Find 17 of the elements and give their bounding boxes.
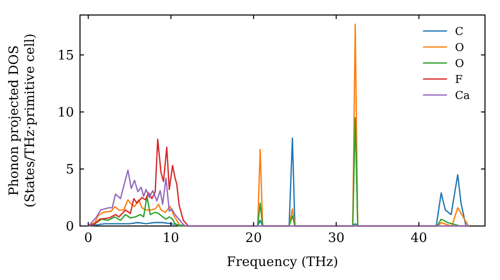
x-axis-title: Frequency (THz) [226, 255, 338, 270]
x-tick-label: 0 [84, 231, 92, 246]
y-tick-label: 0 [66, 220, 74, 234]
legend-label: Ca [455, 89, 470, 102]
legend-label: C [455, 25, 464, 38]
y-tick-label: 15 [57, 48, 74, 64]
y-tick-label: 5 [66, 162, 74, 178]
legend-label: O [455, 41, 464, 54]
legend-label: F [455, 73, 463, 86]
y-axis-title: Phonon projected DOS (States/THz·primitive cell) [7, 33, 38, 208]
x-tick-label: 10 [162, 231, 180, 246]
legend-label: O [455, 57, 464, 70]
x-tick-label: 30 [328, 231, 344, 246]
x-tick-label: 40 [410, 231, 428, 246]
x-tick-label: 20 [245, 231, 262, 246]
line-series [88, 169, 470, 227]
y-tick-label: 10 [57, 105, 74, 120]
